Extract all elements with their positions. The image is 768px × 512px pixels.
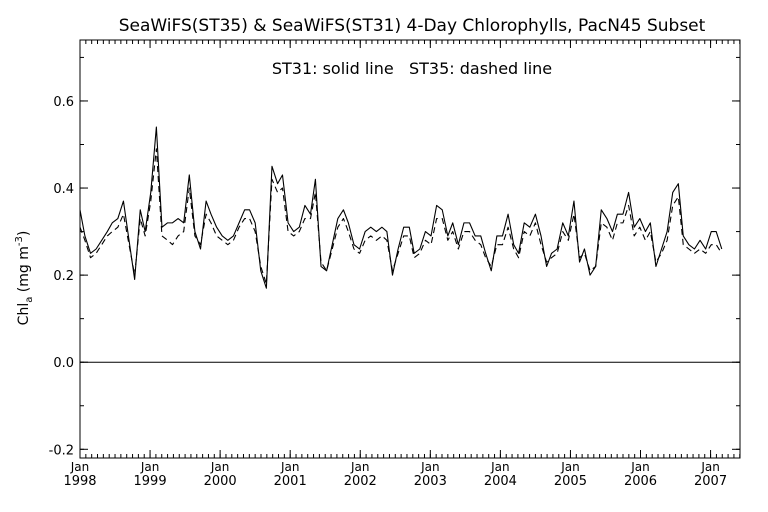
x-tick-year-label: 1999	[134, 474, 167, 489]
x-tick-month-label: Jan	[350, 460, 370, 474]
y-axis-label-unit-prefix: (mg m	[16, 246, 32, 297]
x-tick-month-label: Jan	[70, 460, 90, 474]
x-tick-year-label: 2004	[484, 474, 517, 489]
chart-title: SeaWiFS(ST35) & SeaWiFS(ST31) 4-Day Chlo…	[119, 16, 706, 36]
series-line-st35	[79, 148, 723, 285]
x-tick-month-label: Jan	[140, 460, 160, 474]
series-line-st31	[79, 126, 723, 289]
y-tick-label: 0.0	[53, 356, 74, 371]
x-tick-year-label: 2000	[204, 474, 237, 489]
y-tick-label: 0.6	[53, 95, 74, 110]
y-tick-label: 0.2	[53, 269, 74, 284]
y-tick-label: -0.2	[49, 443, 74, 458]
x-tick-year-label: 2007	[694, 474, 727, 489]
legend-annotation: ST31: solid line ST35: dashed line	[272, 59, 552, 78]
x-tick-month-label: Jan	[490, 460, 510, 474]
y-axis-label-unit-suffix: )	[16, 231, 32, 236]
y-axis-label-sub: a	[24, 297, 35, 303]
x-tick-year-label: 2002	[344, 474, 377, 489]
x-tick-month-label: Jan	[210, 460, 230, 474]
y-axis-label-unit-sup: -3	[14, 236, 25, 246]
y-axis-label-main: Chl	[16, 303, 32, 326]
x-tick-month-label: Jan	[630, 460, 650, 474]
x-tick-month-label: Jan	[700, 460, 720, 474]
x-tick-year-label: 1998	[63, 474, 96, 489]
x-tick-year-label: 2003	[414, 474, 447, 489]
plot-frame	[79, 39, 741, 459]
axes: -0.20.00.20.40.6Jan1998Jan1999Jan2000Jan…	[49, 39, 741, 489]
y-axis-label: Chla (mg m-3)	[14, 231, 35, 326]
y-tick-label: 0.4	[53, 182, 74, 197]
x-tick-month-label: Jan	[280, 460, 300, 474]
x-tick-year-label: 2001	[274, 474, 307, 489]
x-tick-year-label: 2006	[624, 474, 657, 489]
x-tick-month-label: Jan	[560, 460, 580, 474]
x-tick-year-label: 2005	[554, 474, 587, 489]
series-layer	[79, 126, 723, 289]
x-tick-month-label: Jan	[420, 460, 440, 474]
